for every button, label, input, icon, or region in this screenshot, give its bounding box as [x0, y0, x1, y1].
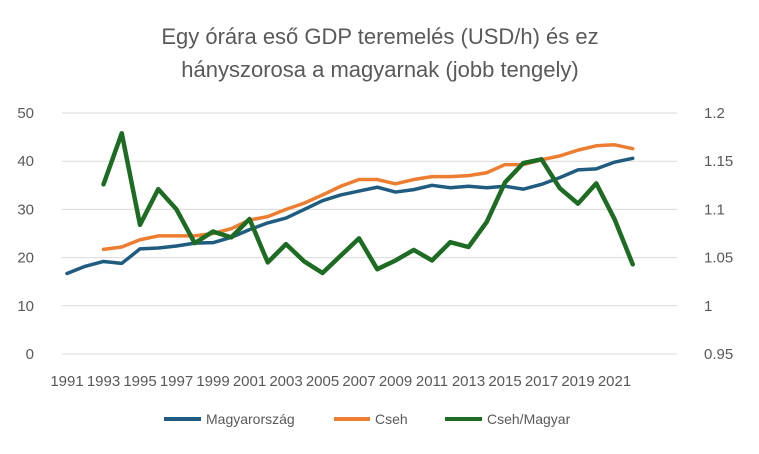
chart-title-line-1: Egy órára eső GDP teremelés (USD/h) és e… [161, 24, 598, 49]
legend-item: Magyarország [164, 411, 295, 427]
chart-title: Egy órára eső GDP teremelés (USD/h) és e… [161, 24, 598, 82]
x-tick-label: 2019 [561, 373, 594, 390]
y-left-tick-label: 10 [17, 298, 34, 315]
series-line-1 [65, 156, 635, 276]
y-right-tick-label: 1 [704, 298, 712, 315]
y-left-tick-label: 0 [26, 346, 34, 363]
legend-item: Cseh [334, 411, 408, 427]
x-tick-label: 1999 [196, 373, 229, 390]
y-left-tick-label: 20 [17, 250, 34, 267]
x-tick-label: 2013 [452, 373, 485, 390]
x-tick-label: 1993 [87, 373, 120, 390]
y-left-tick-label: 30 [17, 201, 34, 218]
legend-label: Magyarország [206, 411, 295, 427]
series-lines [65, 130, 635, 276]
y-right-tick-label: 1.1 [704, 201, 725, 218]
x-tick-label: 2005 [306, 373, 339, 390]
x-tick-label: 2015 [488, 373, 521, 390]
y-left-tick-label: 50 [17, 105, 34, 122]
y-right-tick-label: 1.2 [704, 105, 725, 122]
x-tick-label: 1995 [123, 373, 156, 390]
y-right-tick-label: 1.05 [704, 250, 733, 267]
legend-item: Cseh/Magyar [445, 411, 571, 427]
x-axis: 1991 1993 1995 1997 1999 2001 2003 2005 2007 2009… [50, 373, 631, 390]
x-tick-label: 2001 [233, 373, 266, 390]
x-tick-label: 2011 [416, 373, 448, 390]
series-line-2 [101, 143, 635, 252]
x-tick-label: 1997 [160, 373, 193, 390]
series-line-3 [101, 130, 635, 276]
legend: Magyarország Cseh Cseh/Magyar [164, 411, 571, 427]
y-right-tick-label: 0.95 [704, 346, 733, 363]
x-tick-label: 1991 [50, 373, 83, 390]
y-left-tick-label: 40 [17, 153, 34, 170]
y-axis-right: 0.95 1 1.05 1.1 1.15 1.2 [704, 105, 733, 363]
y-axis-left: 0 10 20 30 40 50 [17, 105, 34, 363]
x-tick-label: 2003 [269, 373, 302, 390]
x-tick-label: 2021 [598, 373, 631, 390]
x-tick-label: 2017 [525, 373, 558, 390]
x-tick-label: 2009 [379, 373, 412, 390]
x-tick-label: 2007 [342, 373, 375, 390]
chart-title-line-2: hányszorosa a magyarnak (jobb tengely) [181, 57, 578, 82]
y-right-tick-label: 1.15 [704, 153, 733, 170]
legend-label: Cseh [375, 411, 408, 427]
legend-label: Cseh/Magyar [487, 411, 571, 427]
